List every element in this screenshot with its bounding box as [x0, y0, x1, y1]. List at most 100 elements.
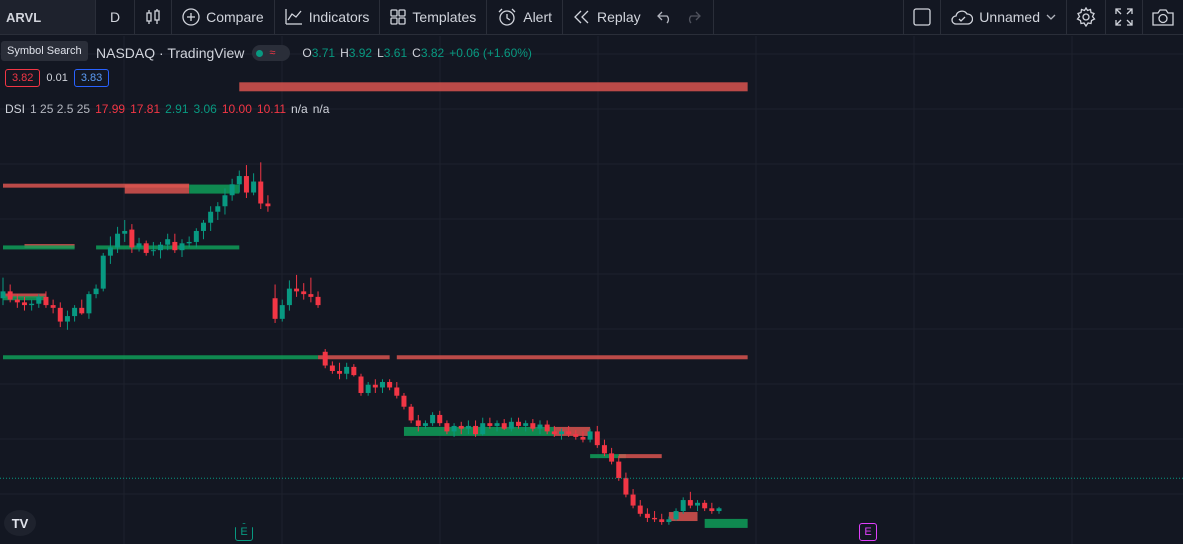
- high-label: H: [340, 46, 349, 60]
- legend-exchange: NASDAQ · TradingView: [96, 45, 245, 61]
- indicator-legend[interactable]: DSI 1 25 2.5 25 17.99 17.81 2.91 3.06 10…: [5, 102, 329, 116]
- candle-body: [200, 222, 206, 231]
- candle-body: [21, 302, 27, 306]
- candle-body: [530, 423, 536, 429]
- zone-lines: [3, 82, 748, 528]
- symbol-search-button[interactable]: ARVL: [0, 0, 96, 34]
- candles: [0, 162, 722, 525]
- candle-body: [695, 502, 701, 506]
- redo-button[interactable]: [679, 0, 714, 34]
- exchange-label: NASDAQ: [96, 45, 156, 61]
- rewind-icon: [573, 10, 591, 24]
- zone-line: [3, 355, 319, 360]
- earnings-marker-past[interactable]: E: [235, 523, 253, 541]
- tradingview-logo[interactable]: TV: [4, 510, 36, 536]
- candle-body: [86, 294, 92, 314]
- change-value: +0.06 (+1.60%): [449, 46, 532, 60]
- interval-label: D: [110, 9, 121, 25]
- candle-body: [659, 519, 665, 523]
- layout-menu-button[interactable]: Unnamed: [941, 0, 1067, 34]
- top-toolbar: ARVL D Compare Indicators Templates Aler…: [0, 0, 1183, 35]
- indicator-value-2: 17.81: [130, 102, 161, 116]
- candle-body: [652, 517, 658, 520]
- indicator-value-7: n/a: [291, 102, 308, 116]
- earnings-marker-future[interactable]: E: [859, 523, 877, 541]
- candle-body: [14, 299, 20, 303]
- candle-body: [387, 381, 393, 388]
- candle-body: [315, 296, 321, 306]
- candle-body: [7, 291, 13, 300]
- candle-body: [430, 414, 436, 424]
- zone-line: [124, 184, 190, 194]
- replay-label: Replay: [597, 9, 641, 25]
- candle-body: [29, 303, 35, 306]
- candle-body: [465, 425, 471, 429]
- candle-body: [72, 307, 78, 317]
- visibility-toggle[interactable]: ≈: [252, 45, 291, 61]
- candle-body: [516, 421, 522, 426]
- snapshot-button[interactable]: [1143, 0, 1183, 34]
- indicator-value-5: 10.00: [221, 102, 252, 116]
- candle-body: [272, 298, 278, 319]
- undo-icon: [656, 10, 673, 24]
- price-chart[interactable]: [0, 36, 1183, 544]
- candle-body: [609, 453, 615, 462]
- candle-body: [100, 255, 106, 289]
- sell-price-button[interactable]: 3.82: [5, 69, 41, 87]
- candle-body: [680, 500, 686, 512]
- low-label: L: [377, 46, 384, 60]
- candle-body: [473, 425, 479, 435]
- candle-body: [623, 478, 629, 495]
- candle-body: [294, 288, 300, 292]
- fullscreen-button[interactable]: [1106, 0, 1143, 34]
- candle-body: [458, 425, 464, 429]
- gear-icon: [1076, 7, 1096, 27]
- chart-type-button[interactable]: [135, 0, 173, 34]
- templates-label: Templates: [412, 9, 477, 25]
- chart-legend: NASDAQ · TradingView ≈ O3.71 H3.92 L3.61…: [96, 45, 532, 61]
- candle-body: [587, 431, 593, 440]
- indicators-label: Indicators: [308, 9, 370, 25]
- candle-body: [716, 508, 722, 512]
- camera-icon: [1152, 8, 1174, 26]
- candle-body: [344, 366, 350, 374]
- candle-body: [480, 423, 486, 435]
- replay-button[interactable]: Replay: [563, 0, 651, 34]
- indicator-value-4: 3.06: [193, 102, 217, 116]
- symbol-search-tooltip: Symbol Search: [1, 41, 88, 61]
- candle-body: [687, 500, 693, 506]
- fullscreen-square-button[interactable]: [904, 0, 942, 34]
- candle-body: [143, 243, 149, 253]
- candle-body: [322, 351, 328, 366]
- candle-body: [501, 423, 507, 429]
- templates-button[interactable]: Templates: [380, 0, 488, 34]
- candle-body: [544, 424, 550, 432]
- indicator-value-6: 10.11: [256, 102, 287, 116]
- candle-body: [358, 376, 364, 393]
- undo-button[interactable]: [651, 0, 679, 34]
- indicator-value-1: 17.99: [95, 102, 126, 116]
- candle-body: [437, 414, 443, 424]
- candle-body: [666, 519, 672, 523]
- candle-body: [115, 233, 121, 248]
- zone-line: [318, 355, 390, 360]
- candle-body: [580, 436, 586, 440]
- candle-body: [172, 241, 178, 251]
- expand-icon: [1115, 8, 1133, 26]
- indicators-button[interactable]: Indicators: [275, 0, 381, 34]
- buy-price-button[interactable]: 3.83: [73, 69, 110, 87]
- compare-label: Compare: [206, 9, 264, 25]
- alert-label: Alert: [523, 9, 553, 25]
- indicator-name: DSI: [5, 102, 26, 116]
- compare-button[interactable]: Compare: [172, 0, 275, 34]
- candle-body: [129, 229, 135, 248]
- alert-button[interactable]: Alert: [487, 0, 564, 34]
- settings-button[interactable]: [1067, 0, 1106, 34]
- interval-button[interactable]: D: [96, 0, 136, 34]
- candle-body: [251, 181, 257, 193]
- candle-body: [451, 425, 457, 432]
- candle-body: [422, 423, 428, 426]
- candle-body: [523, 423, 529, 426]
- candle-body: [57, 307, 63, 322]
- zone-line: [239, 82, 748, 92]
